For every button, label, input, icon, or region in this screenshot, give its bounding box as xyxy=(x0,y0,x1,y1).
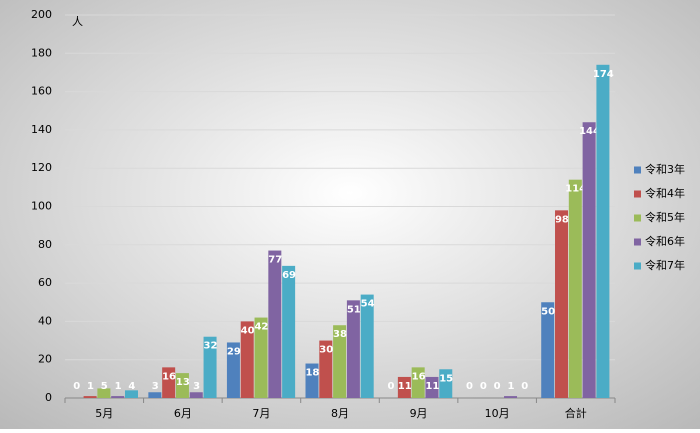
y-tick-label: 20 xyxy=(38,353,52,366)
value-label: 114 xyxy=(565,184,586,195)
value-label: 4 xyxy=(128,381,135,392)
legend-swatch xyxy=(634,190,641,198)
x-tick-label: 8月 xyxy=(331,407,349,420)
bar xyxy=(268,250,282,398)
y-tick-label: 140 xyxy=(31,123,52,136)
y-tick-label: 200 xyxy=(31,8,52,21)
value-label: 29 xyxy=(227,346,241,357)
value-label: 50 xyxy=(541,306,555,317)
bar xyxy=(254,317,268,398)
bar xyxy=(148,392,162,398)
legend-label: 令和4年 xyxy=(645,186,685,200)
bar xyxy=(333,325,347,398)
legend-swatch xyxy=(634,166,641,174)
x-tick-label: 合計 xyxy=(565,406,587,420)
value-label: 16 xyxy=(162,371,176,382)
bar xyxy=(282,265,296,398)
bar xyxy=(596,64,610,398)
bar xyxy=(240,321,254,398)
bar xyxy=(346,300,360,398)
x-tick-label: 9月 xyxy=(410,407,428,420)
y-tick-label: 40 xyxy=(38,314,52,327)
value-label: 0 xyxy=(494,381,501,392)
legend-label: 令和6年 xyxy=(645,234,685,248)
bar xyxy=(425,376,439,398)
bar xyxy=(111,396,125,398)
value-label: 11 xyxy=(398,381,412,392)
x-tick-label: 5月 xyxy=(95,407,113,420)
value-label: 30 xyxy=(319,345,333,356)
y-tick-label: 180 xyxy=(31,46,52,59)
value-label: 98 xyxy=(555,214,569,225)
bar xyxy=(439,369,453,398)
y-tick-label: 120 xyxy=(31,161,52,174)
value-label: 1 xyxy=(115,381,122,392)
value-label: 15 xyxy=(439,373,453,384)
value-label: 51 xyxy=(347,304,361,315)
y-tick-label: 160 xyxy=(31,85,52,98)
bar xyxy=(504,396,518,398)
legend-swatch xyxy=(634,262,641,270)
legend-label: 令和3年 xyxy=(645,162,685,176)
value-label: 3 xyxy=(152,381,159,392)
x-tick-label: 6月 xyxy=(174,407,192,420)
bar xyxy=(175,373,189,398)
bar xyxy=(203,336,217,398)
value-label: 0 xyxy=(73,381,80,392)
legend-label: 令和7年 xyxy=(645,258,685,272)
bar xyxy=(397,376,411,398)
y-tick-label: 60 xyxy=(38,276,52,289)
value-label: 54 xyxy=(361,299,375,310)
bar xyxy=(226,342,240,398)
legend-swatch xyxy=(634,214,641,222)
y-tick-label: 80 xyxy=(38,238,52,251)
bar xyxy=(582,122,596,399)
y-tick-label: 0 xyxy=(45,391,52,404)
value-label: 11 xyxy=(425,381,439,392)
value-label: 0 xyxy=(466,381,473,392)
value-label: 16 xyxy=(412,371,426,382)
value-label: 18 xyxy=(305,368,319,379)
value-label: 13 xyxy=(176,377,190,388)
bar xyxy=(124,390,138,398)
value-label: 69 xyxy=(282,270,296,281)
value-label: 5 xyxy=(101,381,108,392)
value-label: 42 xyxy=(254,322,268,333)
value-label: 38 xyxy=(333,329,347,340)
value-label: 3 xyxy=(193,381,200,392)
x-tick-label: 7月 xyxy=(252,407,270,420)
bar xyxy=(162,367,176,398)
bar xyxy=(541,302,555,398)
value-label: 77 xyxy=(268,255,282,266)
x-tick-label: 10月 xyxy=(485,407,510,420)
bar xyxy=(360,294,374,398)
legend-swatch xyxy=(634,238,641,246)
bar xyxy=(97,388,111,398)
value-label: 0 xyxy=(480,381,487,392)
legend-label: 令和5年 xyxy=(645,210,685,224)
value-label: 0 xyxy=(387,381,394,392)
value-label: 40 xyxy=(241,325,255,336)
bar xyxy=(555,210,569,398)
value-label: 1 xyxy=(87,381,94,392)
value-label: 174 xyxy=(593,69,614,80)
value-label: 1 xyxy=(507,381,514,392)
bar xyxy=(411,367,425,398)
bar xyxy=(305,363,319,398)
bar xyxy=(319,340,333,398)
value-label: 0 xyxy=(521,381,528,392)
y-tick-label: 100 xyxy=(31,200,52,213)
bar xyxy=(568,179,582,398)
bar xyxy=(189,392,203,398)
value-label: 32 xyxy=(203,341,217,352)
axis-unit: 人 xyxy=(72,15,83,28)
bar xyxy=(83,396,97,398)
value-label: 144 xyxy=(579,126,600,137)
